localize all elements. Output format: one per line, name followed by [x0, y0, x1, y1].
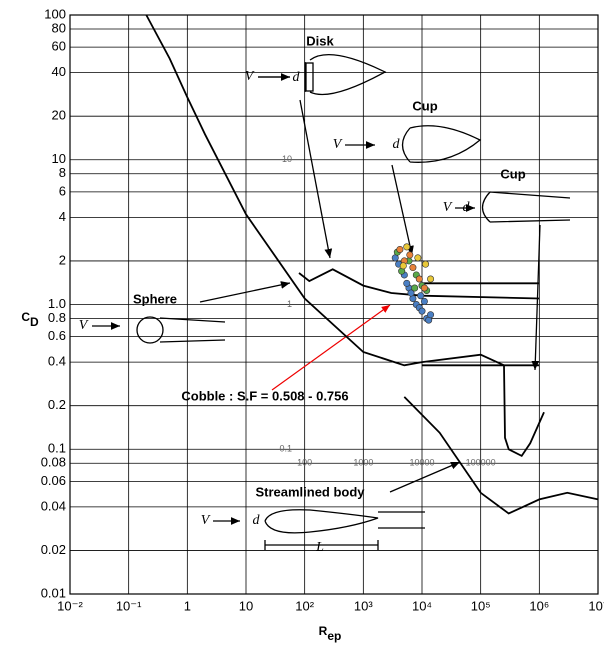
shape-label: V: [79, 318, 89, 333]
inset-tick-label: 0.1: [279, 444, 292, 454]
y-tick-label: 1.0: [48, 296, 66, 311]
y-tick-label: 40: [52, 64, 66, 79]
x-tick-label: 10⁵: [471, 598, 491, 613]
y-tick-label: 2: [59, 252, 66, 267]
y-tick-label: 0.06: [41, 473, 66, 488]
data-point: [419, 308, 425, 314]
y-tick-label: 6: [59, 183, 66, 198]
data-point: [427, 312, 433, 318]
shape-label: L: [315, 540, 324, 555]
y-tick-label: 4: [59, 209, 66, 224]
data-point: [427, 276, 433, 282]
inset-tick-label: 100: [297, 457, 312, 467]
y-tick-label: 100: [44, 6, 66, 21]
y-tick-label: 0.4: [48, 354, 66, 369]
y-tick-label: 0.02: [41, 542, 66, 557]
inset-tick-label: 1: [287, 299, 292, 309]
x-axis-label-main: R: [319, 624, 328, 638]
x-tick-label: 10: [239, 598, 253, 613]
x-tick-label: 10²: [295, 598, 314, 613]
y-tick-label: 0.2: [48, 397, 66, 412]
y-tick-label: 0.1: [48, 441, 66, 456]
annotation: Cobble : S.F = 0.508 - 0.756: [181, 388, 348, 403]
y-tick-label: 0.08: [41, 455, 66, 470]
y-axis-label: CD: [21, 310, 39, 329]
shape-label: V: [201, 513, 211, 528]
y-tick-label: 0.01: [41, 585, 66, 600]
y-tick-label: 0.6: [48, 328, 66, 343]
data-point: [421, 285, 427, 291]
annotation: Cup: [500, 166, 525, 181]
x-tick-label: 10⁶: [529, 598, 549, 613]
x-tick-label: 10⁻²: [57, 598, 83, 613]
inset-tick-label: 10: [282, 154, 292, 164]
y-tick-label: 8: [59, 165, 66, 180]
x-axis-label-sub: ep: [327, 629, 341, 643]
annotation: Cup: [412, 98, 437, 113]
chart: 10⁻² 10⁻¹ 1 10 10² 10³ 10⁴ 10⁵ 10⁶ 10⁷ 0.01 0.02 0.0…: [0, 0, 604, 649]
x-tick-label: 1: [184, 598, 191, 613]
data-point: [400, 263, 406, 269]
y-tick-label: 10: [52, 151, 66, 166]
shape-label: d: [253, 513, 261, 528]
shape-label: V: [245, 69, 255, 84]
data-point: [397, 246, 403, 252]
shape-label: d: [393, 137, 401, 152]
data-point: [417, 293, 423, 299]
marks: [146, 15, 598, 514]
curve: [404, 397, 598, 514]
annotation: Sphere: [133, 291, 177, 306]
y-tick-label: 60: [52, 39, 66, 54]
x-tick-label: 10⁷: [588, 598, 604, 613]
shape-label: V: [443, 200, 453, 215]
x-tick-label: 10³: [354, 598, 373, 613]
data-point: [415, 255, 421, 261]
x-tick-label: 10⁴: [412, 598, 432, 613]
inset-tick-label: 100000: [466, 457, 496, 467]
annotation: Disk: [306, 33, 334, 48]
data-point: [422, 261, 428, 267]
shape-label: d: [463, 200, 471, 215]
y-tick-label: 20: [52, 108, 66, 123]
annotation: Streamlined body: [255, 484, 365, 499]
y-tick-label: 80: [52, 20, 66, 35]
x-axis-label: Rep: [319, 624, 342, 643]
data-point: [421, 298, 427, 304]
y-tick-label: 0.8: [48, 310, 66, 325]
data-point: [404, 244, 410, 250]
data-point: [410, 264, 416, 270]
y-axis-label-main: C: [21, 310, 30, 324]
x-tick-label: 10⁻¹: [116, 598, 142, 613]
data-point: [407, 252, 413, 258]
shape-label: d: [293, 70, 301, 85]
data-point: [411, 285, 417, 291]
shape-label: V: [333, 137, 343, 152]
data-point: [416, 276, 422, 282]
data-point: [404, 280, 410, 286]
inset-tick-label: 1000: [353, 457, 373, 467]
inset-tick-label: 10000: [409, 457, 434, 467]
y-tick-label: 0.04: [41, 498, 66, 513]
y-axis-label-sub: D: [30, 315, 39, 329]
